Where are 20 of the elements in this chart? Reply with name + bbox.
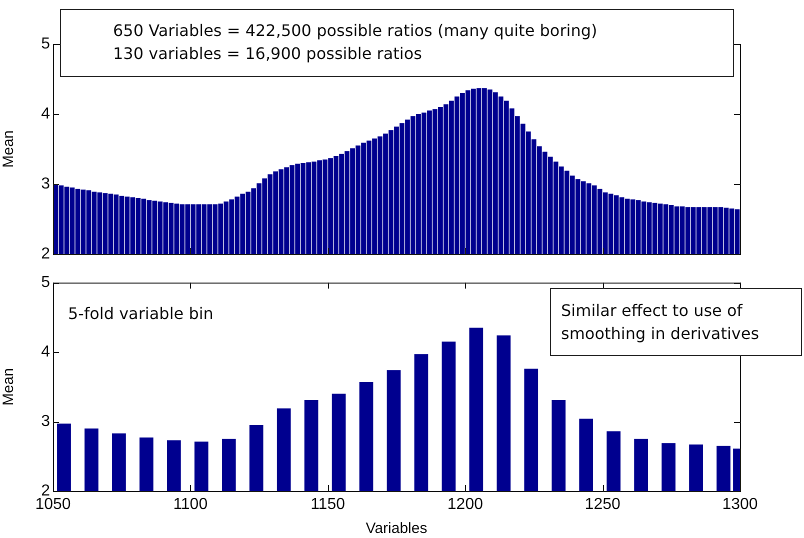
annotation: 130 variables = 16,900 possible ratios xyxy=(113,43,423,65)
x-tick-label: 1150 xyxy=(310,496,346,514)
y-tick-label: 4 xyxy=(41,343,50,360)
x-tick-label: 1200 xyxy=(447,496,484,514)
x-tick-label: 1050 xyxy=(35,496,71,514)
y-axis-title: Mean xyxy=(0,130,18,168)
x-tick-label: 1250 xyxy=(584,496,620,514)
text-box: 650 Variables = 422,500 possible ratios (many quite boring) 130 variables = 16,900 possible ratios xyxy=(60,9,734,77)
y-tick-label: 4 xyxy=(41,105,50,122)
x-tick-label: 1300 xyxy=(722,496,758,514)
y-tick-label: 5 xyxy=(41,35,50,52)
y-axis-title: Mean xyxy=(0,368,18,406)
text-box: Similar effect to use of smoothing in derivatives xyxy=(550,288,802,356)
y-tick-label: 3 xyxy=(41,175,50,192)
y-tick-label: 3 xyxy=(41,412,50,430)
x-tick-label: 1100 xyxy=(173,496,208,514)
annotation: 5-fold variable bin xyxy=(68,302,214,325)
y-tick-label: 2 xyxy=(41,245,50,262)
y-tick-label: 5 xyxy=(41,274,50,292)
x-axis-title: Variables xyxy=(366,520,428,538)
